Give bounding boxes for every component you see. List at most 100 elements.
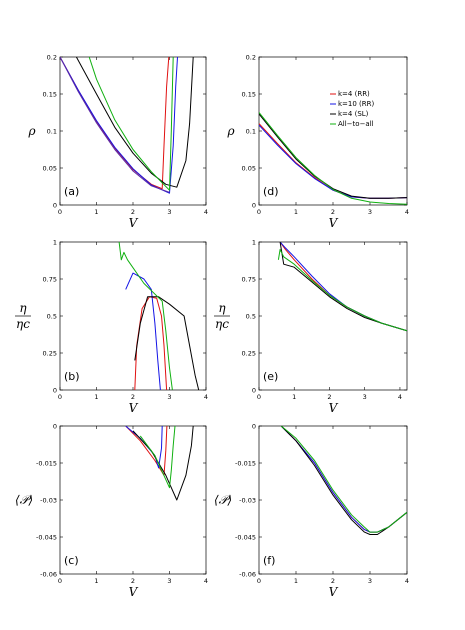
- x-tick-label: 0: [257, 393, 261, 401]
- series-line-2: [75, 57, 194, 188]
- x-tick-label: 0: [257, 208, 261, 216]
- y-axis-label: η ηc: [214, 301, 230, 331]
- y-axis-label: ρ: [27, 124, 35, 138]
- x-tick-label: 1: [294, 208, 298, 216]
- y-tick-label: 0.5: [47, 312, 57, 320]
- plot-frame: [59, 56, 207, 206]
- series-line-0: [60, 57, 170, 190]
- x-tick-label: 3: [368, 577, 372, 585]
- y-tick-label: 1: [252, 238, 256, 246]
- y-axis-label-numerator: η: [218, 301, 226, 315]
- y-tick-label: 0.75: [242, 275, 256, 283]
- series-line-3: [88, 57, 174, 191]
- plot-frame: [59, 425, 207, 575]
- panel-b: 0 1 2 3 4 0 0.25 0.5 0.75 1 (b) Vη ηc: [15, 238, 208, 415]
- legend-entry: All−to−all: [338, 120, 374, 128]
- y-tick-label: -0.015: [235, 459, 256, 467]
- y-tick-label: 0.15: [43, 90, 57, 98]
- x-tick-label: 0: [257, 577, 261, 585]
- panel-a: 0 1 2 3 4 0 0.05 0.1 0.15 0.2 (a) Vρ: [27, 53, 208, 230]
- panel-label: (d): [263, 185, 279, 198]
- x-tick-label: 4: [204, 393, 208, 401]
- y-tick-label: 0.2: [246, 53, 256, 61]
- legend-entry: k=10 (RR): [338, 100, 375, 108]
- y-axis-label-denominator: ηc: [215, 317, 229, 331]
- plot-frame: [258, 241, 408, 391]
- series-line-2: [132, 426, 194, 501]
- plot-frame: [258, 425, 408, 575]
- y-axis-label: η ηc: [15, 301, 31, 331]
- series-line-0: [280, 426, 407, 533]
- y-tick-label: 0: [252, 422, 256, 430]
- panel-label: (e): [263, 370, 278, 383]
- x-tick-label: 0: [58, 577, 62, 585]
- series-line-3: [280, 426, 407, 533]
- y-tick-label: -0.06: [40, 570, 57, 578]
- series-line-2: [259, 113, 407, 199]
- y-tick-label: 1: [53, 238, 57, 246]
- y-tick-label: -0.06: [239, 570, 256, 578]
- y-axis-label: ⟨𝒫⟩: [15, 493, 33, 507]
- x-tick-label: 2: [331, 577, 335, 585]
- x-axis-label: V: [329, 401, 339, 415]
- x-tick-label: 4: [405, 577, 409, 585]
- series-line-3: [118, 242, 173, 390]
- x-tick-label: 1: [292, 393, 296, 401]
- x-tick-label: 1: [94, 393, 98, 401]
- y-tick-label: 0.05: [242, 164, 256, 172]
- y-axis-label: ⟨𝒫⟩: [214, 493, 232, 507]
- series-line-2: [280, 426, 407, 535]
- x-tick-label: 0: [58, 208, 62, 216]
- y-tick-label: 0.75: [43, 275, 57, 283]
- x-axis-label: V: [129, 216, 139, 230]
- x-axis-label: V: [129, 585, 139, 599]
- x-tick-label: 1: [94, 208, 98, 216]
- x-tick-label: 4: [405, 208, 409, 216]
- x-tick-label: 3: [363, 393, 367, 401]
- panel-label: (c): [64, 554, 79, 567]
- y-tick-label: 0.2: [47, 53, 57, 61]
- series-line-0: [134, 296, 168, 390]
- y-axis-label-denominator: ηc: [16, 317, 30, 331]
- panel-label: (f): [263, 554, 275, 567]
- x-axis-label: V: [329, 585, 339, 599]
- x-tick-label: 2: [331, 208, 335, 216]
- series-line-1: [259, 124, 407, 199]
- x-tick-label: 1: [94, 577, 98, 585]
- x-tick-label: 4: [204, 208, 208, 216]
- series-line-3: [139, 426, 176, 489]
- series-line-1: [125, 272, 161, 390]
- x-tick-label: 3: [167, 393, 171, 401]
- series-line-4: [60, 57, 170, 193]
- x-tick-label: 2: [327, 393, 331, 401]
- y-tick-label: 0.15: [242, 90, 256, 98]
- series-line-1: [125, 426, 163, 469]
- x-tick-label: 1: [294, 577, 298, 585]
- series-line-1: [280, 426, 407, 533]
- panel-c: 0 1 2 3 4 -0.06 -0.045 -0.03 -0.015 0 (c) V ⟨𝒫⟩: [15, 422, 208, 599]
- y-tick-label: -0.045: [36, 533, 57, 541]
- y-axis-label: ρ: [226, 124, 234, 138]
- x-tick-label: 2: [131, 208, 135, 216]
- series-line-3: [259, 112, 407, 205]
- y-tick-label: -0.03: [239, 496, 256, 504]
- x-tick-label: 4: [204, 577, 208, 585]
- y-tick-label: 0: [252, 201, 256, 209]
- y-tick-label: -0.03: [40, 496, 57, 504]
- legend-entry: k=4 (RR): [338, 90, 370, 98]
- y-tick-label: 0.1: [246, 127, 256, 135]
- y-tick-label: 0.05: [43, 164, 57, 172]
- series-line-0: [259, 123, 407, 199]
- y-tick-label: -0.015: [36, 459, 57, 467]
- x-tick-label: 4: [398, 393, 402, 401]
- series-line-0: [279, 242, 407, 332]
- x-tick-label: 3: [368, 208, 372, 216]
- y-tick-label: 0: [53, 422, 57, 430]
- y-tick-label: 0.5: [246, 312, 256, 320]
- panel-d: 0 1 2 3 4 0 0.05 0.1 0.15 0.2 (d) Vρ k=4 (RR) k=10 (R…: [226, 53, 409, 230]
- y-tick-label: 0.1: [47, 127, 57, 135]
- x-axis-label: V: [329, 216, 339, 230]
- legend-entry: k=4 (SL): [338, 110, 369, 118]
- x-tick-label: 2: [131, 393, 135, 401]
